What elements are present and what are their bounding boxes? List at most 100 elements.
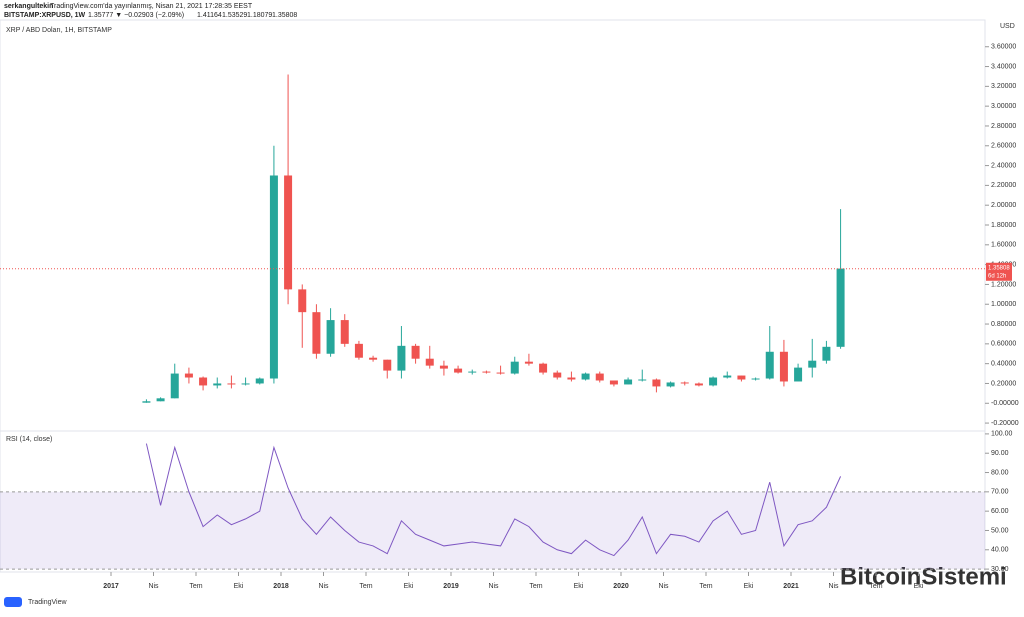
x-tick-label: Nis <box>488 583 499 590</box>
x-tick-label: 2019 <box>443 583 459 590</box>
candle-body <box>765 351 774 379</box>
y-tick-label: 40.00 <box>991 547 1009 554</box>
x-tick-label: Tem <box>529 583 542 590</box>
candle-body <box>312 312 321 354</box>
candle-body <box>241 383 250 385</box>
y-tick-label: 2.60000 <box>991 143 1016 150</box>
x-tick-label: Eki <box>234 583 244 590</box>
y-tick-label: 2.40000 <box>991 162 1016 169</box>
candle-body <box>808 360 817 368</box>
x-tick-label: Nis <box>828 583 839 590</box>
y-tick-label: 1.00000 <box>991 301 1016 308</box>
rsi-title: RSI (14, close) <box>6 436 52 443</box>
candle-body <box>638 379 647 381</box>
rsi-line <box>145 443 842 557</box>
candle-body <box>199 377 208 386</box>
y-tick-label: 30.00 <box>991 566 1009 573</box>
candle-body <box>468 371 477 373</box>
x-tick-label: 2018 <box>273 583 289 590</box>
candle-body <box>822 346 831 361</box>
candle-body <box>751 378 760 380</box>
candle-body <box>340 320 349 344</box>
y-tick-label: 3.00000 <box>991 103 1016 110</box>
watermark: BitcoinSistemi <box>840 563 1007 590</box>
candle-body <box>397 345 406 371</box>
y-tick-label: 3.60000 <box>991 44 1016 51</box>
x-tick-label: Tem <box>699 583 712 590</box>
candle-body <box>269 175 278 379</box>
y-tick-label: 3.20000 <box>991 83 1016 90</box>
candle-body <box>524 361 533 364</box>
candle-body <box>411 345 420 359</box>
candle-body <box>553 372 562 378</box>
candle-body <box>595 373 604 381</box>
y-tick-label: 70.00 <box>991 489 1009 496</box>
x-tick-label: Eki <box>914 583 924 590</box>
symbol: BITSTAMP:XRPUSD, 1W <box>4 12 86 19</box>
y-tick-label: 2.00000 <box>991 202 1016 209</box>
y-tick-label: 0.40000 <box>991 360 1016 367</box>
x-tick-label: Eki <box>744 583 754 590</box>
candle-body <box>213 383 222 386</box>
candle-body <box>284 175 293 290</box>
ohlc-close: 1.35808 <box>272 12 297 19</box>
last-price-label: 1.35808 <box>988 265 1010 271</box>
brand: TradingView <box>28 599 67 606</box>
x-tick-label: Tem <box>189 583 202 590</box>
candle-body <box>227 383 236 385</box>
candle-body <box>779 351 788 382</box>
x-tick-label: 2021 <box>783 583 799 590</box>
chart-title: XRP / ABD Doları, 1H, BITSTAMP <box>6 27 112 34</box>
x-tick-label: Tem <box>359 583 372 590</box>
pane-border <box>0 19 986 573</box>
candle-body <box>298 289 307 313</box>
candle-body <box>581 373 590 380</box>
y-tick-label: 1.60000 <box>991 242 1016 249</box>
candle-body <box>680 382 689 384</box>
rsi-band <box>0 491 985 570</box>
y-tick-label: 0.20000 <box>991 380 1016 387</box>
candle-body <box>836 268 845 347</box>
x-tick-label: Eki <box>574 583 584 590</box>
ohlc-high: 1.53529 <box>222 12 247 19</box>
candle-body <box>737 375 746 380</box>
y-tick-label: 1.80000 <box>991 222 1016 229</box>
x-tick-label: 2017 <box>103 583 119 590</box>
candle-body <box>354 343 363 358</box>
candle-body <box>142 401 151 403</box>
x-tick-label: Eki <box>404 583 414 590</box>
y-tick-label: 50.00 <box>991 527 1009 534</box>
y-tick-label: 3.40000 <box>991 63 1016 70</box>
candle-body <box>496 372 505 374</box>
candle-body <box>709 377 718 386</box>
candle-body <box>723 375 732 378</box>
candle-body <box>539 363 548 373</box>
candle-body <box>624 379 633 385</box>
published: TradingView.com'da yayınlanmış, Nisan 21… <box>50 3 253 10</box>
author: serkangultekin <box>4 3 53 10</box>
y-tick-label: 100.00 <box>991 431 1013 438</box>
candle-body <box>609 380 618 385</box>
candle-body <box>170 373 179 399</box>
candle-body <box>652 379 661 387</box>
y-tick-label: 0.60000 <box>991 341 1016 348</box>
candle-body <box>454 368 463 373</box>
candle-body <box>255 378 264 384</box>
candle-body <box>666 382 675 387</box>
ohlc-low: 1.18079 <box>247 12 272 19</box>
candle-body <box>184 373 193 378</box>
quote: 1.35777 ▼ −0.02903 (−2.09%) <box>88 12 184 19</box>
ohlc-open: 1.41164 <box>197 12 222 19</box>
candle-body <box>482 371 491 373</box>
y-tick-label: 80.00 <box>991 469 1009 476</box>
x-tick-label: Nis <box>658 583 669 590</box>
candle-body <box>369 357 378 360</box>
y-tick-label: -0.00000 <box>991 400 1019 407</box>
candle-body <box>156 398 165 402</box>
countdown: 6d 12h <box>988 273 1006 279</box>
y-tick-label: 60.00 <box>991 508 1009 515</box>
candle-body <box>510 361 519 374</box>
y-axis-label: USD <box>1000 23 1015 30</box>
